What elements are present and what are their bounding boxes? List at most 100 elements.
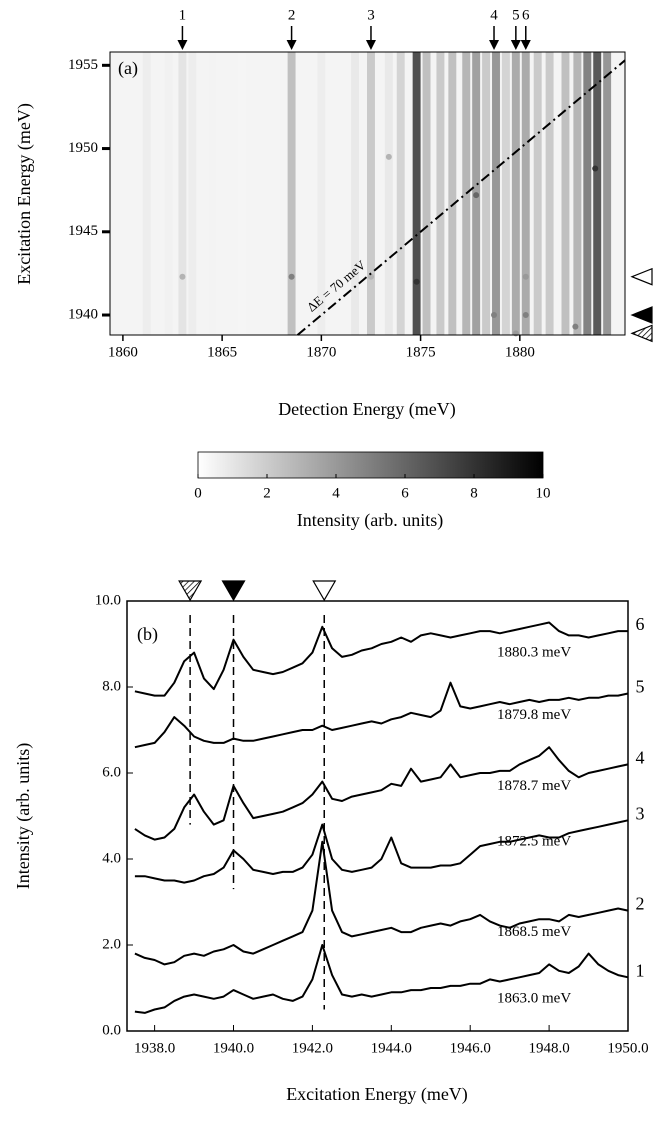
- panel-label: (a): [118, 58, 138, 79]
- arrow-head: [286, 40, 297, 50]
- colorbar-label: Intensity (arb. units): [297, 510, 443, 531]
- x-tick-label: 1938.0: [134, 1040, 175, 1056]
- arrow-label: 3: [367, 7, 375, 23]
- intensity-stripe: [396, 52, 405, 335]
- arrow-label: 4: [490, 7, 498, 23]
- colorbar: [197, 451, 544, 479]
- colorbar-tick-label: 0: [194, 485, 202, 501]
- intensity-stripe: [436, 52, 445, 335]
- arrow-label: 6: [522, 7, 530, 23]
- intensity-stripe: [238, 52, 246, 335]
- arrow-head: [510, 40, 521, 50]
- x-tick-label: 1946.0: [450, 1040, 491, 1056]
- y-tick-label: 6.0: [102, 764, 121, 780]
- intensity-stripe: [412, 52, 421, 335]
- arrow-label: 2: [288, 7, 296, 23]
- intensity-stripe: [573, 52, 582, 335]
- intensity-spot: [491, 312, 498, 319]
- intensity-stripe: [351, 52, 360, 335]
- series-label: 1880.3 meV: [497, 645, 571, 661]
- y-tick-label: 10.0: [95, 592, 121, 608]
- x-tick-label: 1944.0: [371, 1040, 412, 1056]
- x-tick-label: 1870: [306, 344, 336, 360]
- x-tick-label: 1860: [108, 344, 138, 360]
- series-label: 1872.5 meV: [497, 834, 571, 850]
- series-label: 1868.5 meV: [497, 924, 571, 940]
- colorbar-tick-label: 6: [401, 485, 409, 501]
- intensity-stripe: [511, 52, 520, 335]
- y-tick-label: 1940: [68, 306, 98, 322]
- series-label: 1863.0 meV: [497, 991, 571, 1007]
- colorbar-tick-label: 2: [263, 485, 271, 501]
- intensity-stripe: [287, 52, 296, 335]
- plot-frame: [126, 600, 629, 1032]
- intensity-stripe: [422, 52, 431, 335]
- intensity-stripe: [561, 52, 570, 335]
- peak-marker: [221, 580, 246, 602]
- intensity-spot: [572, 323, 579, 330]
- intensity-stripe: [501, 52, 510, 335]
- intensity-spot: [413, 278, 420, 285]
- y-tick-label: 4.0: [102, 850, 121, 866]
- intensity-stripe: [164, 52, 173, 335]
- plot-frame: [109, 51, 626, 336]
- spectrum-line: [134, 746, 629, 841]
- arrow-head: [365, 40, 376, 50]
- intensity-stripe: [188, 52, 197, 335]
- arrow-head: [489, 40, 500, 50]
- intensity-stripe: [317, 52, 326, 335]
- intensity-stripe: [545, 52, 554, 335]
- y-tick-label: 0.0: [102, 1022, 121, 1038]
- excitation-marker: [630, 324, 653, 343]
- peak-marker: [312, 580, 337, 602]
- intensity-stripe: [533, 52, 542, 335]
- x-tick-label: 1880: [505, 344, 535, 360]
- intensity-stripe: [384, 52, 393, 335]
- y-tick-label: 1945: [68, 223, 98, 239]
- series-tag: 6: [636, 614, 645, 634]
- intensity-stripe: [593, 52, 602, 335]
- series-tag: 5: [636, 677, 645, 697]
- intensity-spot: [522, 312, 529, 319]
- arrow-label: 1: [179, 7, 187, 23]
- series-label: 1879.8 meV: [497, 707, 571, 723]
- intensity-stripe: [448, 52, 457, 335]
- colorbar-tick-label: 10: [536, 485, 551, 501]
- series-tag: 2: [636, 894, 645, 914]
- intensity-stripe: [178, 52, 187, 335]
- y-tick-label: 1950: [68, 140, 98, 156]
- intensity-stripe: [208, 52, 217, 335]
- intensity-spot: [288, 273, 295, 280]
- spectrum-line: [134, 621, 628, 697]
- intensity-stripe: [603, 52, 612, 335]
- intensity-stripe: [142, 52, 151, 335]
- intensity-stripe: [492, 52, 500, 335]
- intensity-stripe: [367, 52, 375, 335]
- y-axis-label: Excitation Energy (meV): [14, 103, 35, 285]
- x-axis-label: Detection Energy (meV): [278, 399, 456, 420]
- spectrum-line: [134, 819, 629, 884]
- intensity-spot: [179, 273, 186, 280]
- colorbar-tick-label: 8: [470, 485, 478, 501]
- x-tick-label: 1942.0: [292, 1040, 333, 1056]
- arrow-head: [177, 40, 188, 50]
- intensity-spot: [473, 192, 480, 199]
- series-label: 1878.7 meV: [497, 778, 571, 794]
- series-tag: 1: [636, 960, 645, 980]
- arrow-head: [520, 40, 531, 50]
- excitation-marker: [630, 306, 653, 324]
- intensity-spot: [522, 273, 529, 280]
- intensity-stripe: [583, 52, 592, 335]
- series-tag: 3: [636, 803, 645, 823]
- x-tick-label: 1948.0: [528, 1040, 569, 1056]
- x-tick-label: 1875: [406, 344, 436, 360]
- excitation-marker: [630, 267, 653, 286]
- series-tag: 4: [636, 748, 645, 768]
- colorbar-tick-label: 4: [332, 485, 340, 501]
- spectrum-line: [134, 840, 629, 966]
- intensity-spot: [367, 273, 374, 280]
- intensity-stripe: [521, 52, 530, 335]
- x-tick-label: 1865: [207, 344, 237, 360]
- intensity-stripe: [482, 52, 491, 335]
